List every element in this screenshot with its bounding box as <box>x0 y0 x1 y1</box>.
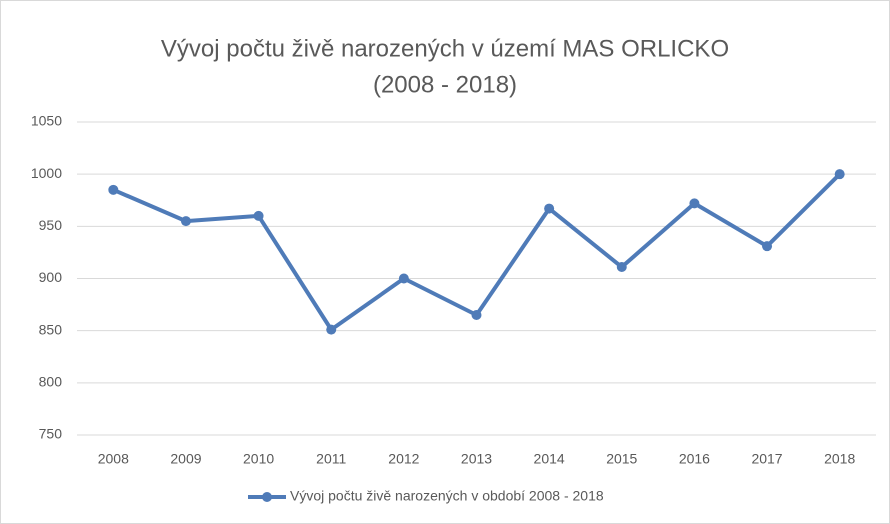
x-tick-label: 2013 <box>461 451 492 467</box>
data-point <box>471 310 482 321</box>
x-tick-label: 2010 <box>243 451 274 467</box>
y-tick-label: 900 <box>39 269 63 285</box>
x-tick-label: 2011 <box>316 451 346 467</box>
legend-label: Vývoj počtu živě narozených v období 200… <box>290 488 604 504</box>
data-point <box>544 203 555 214</box>
y-tick-label: 800 <box>39 374 63 390</box>
y-tick-label: 950 <box>39 217 63 233</box>
y-tick-label: 1050 <box>31 113 62 129</box>
x-tick-label: 2012 <box>388 451 419 467</box>
data-point <box>253 210 264 221</box>
data-point <box>834 169 845 180</box>
data-point <box>180 216 191 227</box>
chart-title: Vývoj počtu živě narozených v území MAS … <box>161 35 729 62</box>
data-point <box>108 184 119 195</box>
x-tick-label: 2015 <box>606 451 637 467</box>
x-tick-label: 2008 <box>98 451 129 467</box>
x-tick-label: 2016 <box>679 451 710 467</box>
data-point <box>616 262 627 273</box>
y-tick-label: 1000 <box>31 165 62 181</box>
y-tick-label: 750 <box>39 426 63 442</box>
x-tick-label: 2017 <box>751 451 782 467</box>
data-point <box>689 198 700 209</box>
legend-marker <box>262 492 272 502</box>
data-point <box>326 324 337 335</box>
data-point <box>762 241 773 252</box>
x-tick-label: 2014 <box>534 451 565 467</box>
x-tick-label: 2009 <box>170 451 201 467</box>
data-point <box>398 273 409 284</box>
chart-title: (2008 - 2018) <box>373 71 517 98</box>
x-tick-label: 2018 <box>824 451 855 467</box>
y-tick-label: 850 <box>39 321 63 337</box>
